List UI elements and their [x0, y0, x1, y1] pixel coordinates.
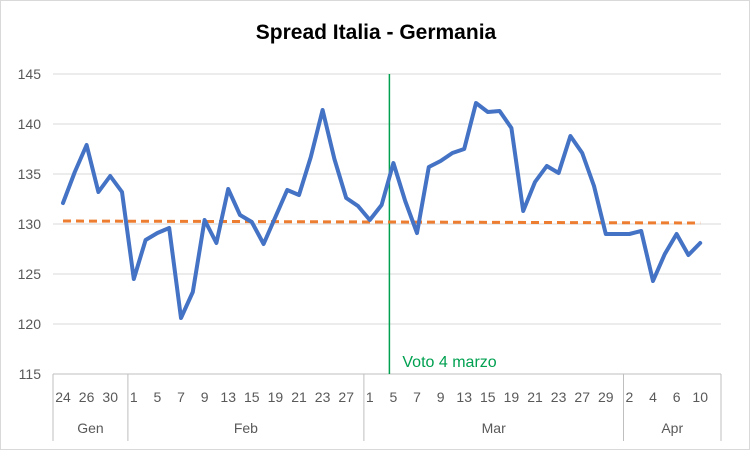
average-trend-line [62, 219, 701, 225]
x-tick-label: 30 [102, 389, 118, 405]
y-tick-label: 125 [18, 266, 42, 282]
x-tick-label: 23 [551, 389, 567, 405]
x-tick-label: 6 [673, 389, 681, 405]
month-label: Gen [77, 420, 103, 436]
x-tick-label: 29 [598, 389, 614, 405]
x-tick-label: 21 [527, 389, 543, 405]
x-tick-label: 5 [154, 389, 162, 405]
x-tick-label: 24 [55, 389, 71, 405]
x-tick-label: 7 [413, 389, 421, 405]
y-tick-label: 140 [18, 116, 42, 132]
x-tick-label: 27 [574, 389, 590, 405]
chart-title: Spread Italia - Germania [255, 21, 497, 44]
x-tick-label: 13 [220, 389, 236, 405]
x-tick-label: 26 [79, 389, 95, 405]
spread-series-line [61, 101, 703, 320]
x-tick-label: 15 [244, 389, 260, 405]
month-label: Apr [661, 420, 683, 436]
x-tick-label: 10 [692, 389, 708, 405]
x-tick-label: 13 [456, 389, 472, 405]
x-tick-label: 27 [338, 389, 354, 405]
month-label: Feb [234, 420, 258, 436]
x-tick-label: 2 [626, 389, 634, 405]
election-marker-label: Voto 4 marzo [402, 354, 496, 371]
y-tick-label: 120 [18, 316, 42, 332]
x-tick-label: 19 [268, 389, 284, 405]
x-tick-label: 5 [390, 389, 398, 405]
x-tick-label: 19 [504, 389, 520, 405]
x-tick-label: 4 [649, 389, 657, 405]
x-tick-label: 21 [291, 389, 307, 405]
x-tick-label: 7 [177, 389, 185, 405]
x-tick-label: 1 [366, 389, 374, 405]
x-tick-label: 9 [437, 389, 445, 405]
y-tick-label: 145 [18, 66, 42, 82]
month-label: Mar [482, 420, 506, 436]
y-tick-label: 115 [19, 366, 42, 382]
x-tick-label: 23 [315, 389, 331, 405]
x-tick-label: 9 [201, 389, 209, 405]
y-tick-label: 130 [18, 216, 42, 232]
x-tick-label: 15 [480, 389, 496, 405]
y-tick-label: 135 [18, 166, 42, 182]
x-tick-label: 1 [130, 389, 138, 405]
